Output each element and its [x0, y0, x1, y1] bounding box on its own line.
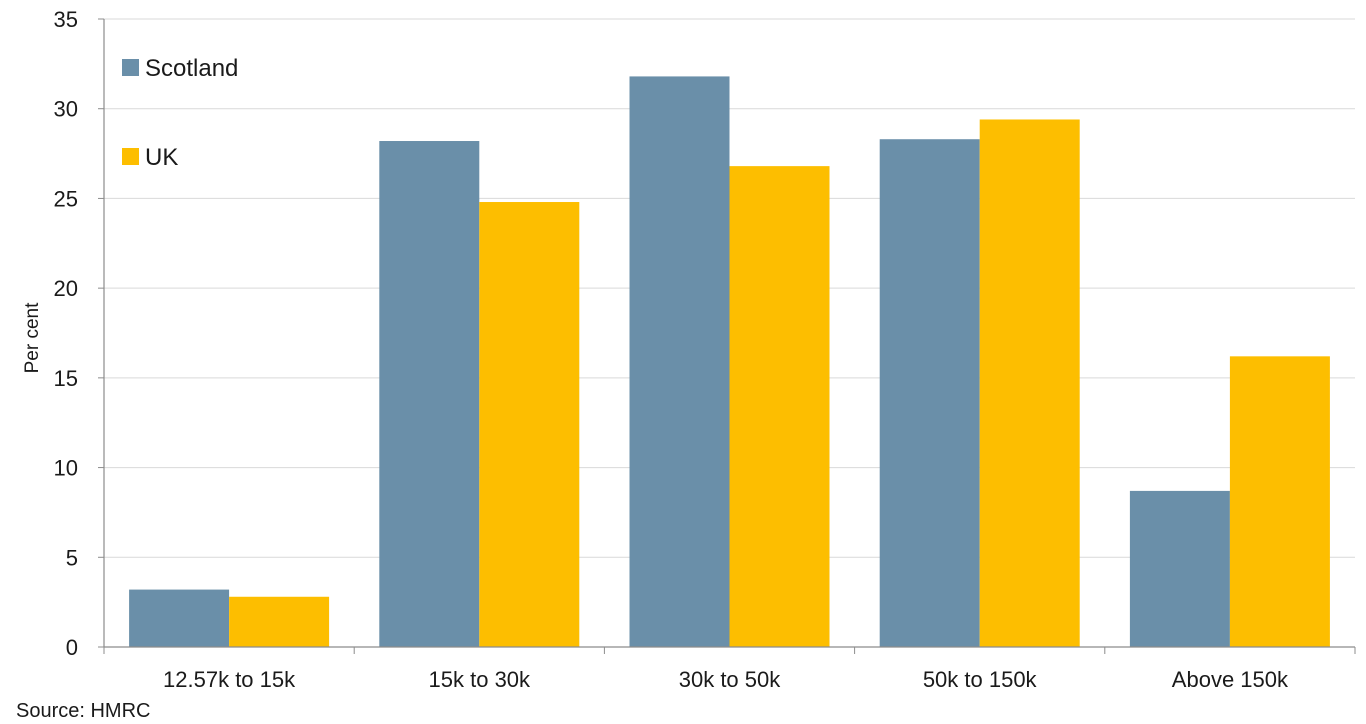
y-axis-title: Per cent	[22, 302, 43, 373]
x-tick-label: 50k to 150k	[923, 667, 1038, 692]
x-tick-label: 30k to 50k	[679, 667, 782, 692]
legend: Scotland UK	[122, 55, 238, 171]
axes	[98, 18, 1356, 654]
bar-scotland-0	[129, 589, 230, 647]
legend-swatch-uk	[122, 148, 139, 165]
y-tick-label: 20	[54, 276, 78, 301]
bars	[129, 76, 1330, 648]
y-tick-label: 15	[54, 366, 78, 391]
y-tick-label: 35	[54, 7, 78, 32]
legend-swatch-scotland	[122, 59, 139, 76]
y-tick-label: 10	[54, 456, 78, 481]
y-tick-label: 0	[66, 635, 78, 660]
y-tick-label: 25	[54, 186, 78, 211]
bar-uk-3	[979, 119, 1080, 648]
bar-uk-4	[1229, 356, 1330, 647]
x-tick-labels: 12.57k to 15k 15k to 30k 30k to 50k 50k to …	[163, 667, 1289, 692]
source-note: Source: HMRC	[16, 700, 150, 722]
bar-uk-0	[229, 596, 330, 647]
bar-scotland-2	[629, 76, 730, 648]
legend-label-uk: UK	[145, 144, 178, 171]
legend-label-scotland: Scotland	[145, 55, 238, 82]
x-tick-label: Above 150k	[1172, 667, 1289, 692]
y-tick-labels: 0 5 10 15 20 25 30 35	[54, 7, 78, 660]
bar-uk-2	[729, 166, 830, 648]
bar-scotland-4	[1129, 490, 1230, 647]
bar-scotland-3	[879, 139, 980, 647]
x-tick-label: 12.57k to 15k	[163, 667, 296, 692]
bar-scotland-1	[379, 141, 480, 648]
bar-uk-1	[479, 202, 580, 647]
y-tick-label: 5	[66, 545, 78, 570]
y-tick-label: 30	[54, 97, 78, 122]
x-tick-label: 15k to 30k	[429, 667, 532, 692]
